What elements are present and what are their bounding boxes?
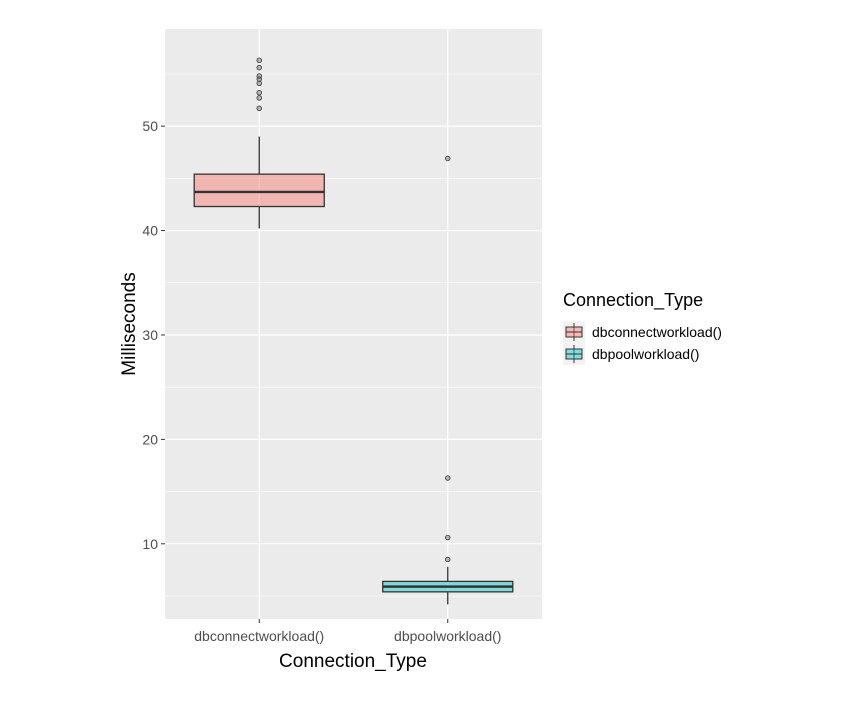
legend-label: dbpoolworkload() <box>592 346 699 362</box>
outlier-point <box>256 105 262 112</box>
outlier-point <box>256 95 262 101</box>
x-tick-label: dbpoolworkload() <box>394 628 501 644</box>
y-tick-label: 30 <box>142 327 158 343</box>
outlier-point <box>445 475 451 481</box>
legend-key-1: dbconnectworkload() <box>563 321 722 343</box>
box-2 <box>382 155 514 605</box>
outlier-point <box>445 534 451 541</box>
y-axis: 10 20 30 40 50 <box>142 118 165 552</box>
outlier-point <box>445 155 451 162</box>
grid-minor <box>165 73 542 597</box>
legend-title: Connection_Type <box>563 290 703 311</box>
y-tick-label: 10 <box>142 536 158 552</box>
outlier-point <box>256 73 262 79</box>
grid-major <box>165 29 542 619</box>
x-axis: dbconnectworkload() dbpoolworkload() <box>194 619 501 644</box>
box-group <box>193 57 514 605</box>
box-1 <box>193 57 325 229</box>
legend: Connection_Type dbconnectworkload() dbpoo… <box>563 290 722 365</box>
outlier-point <box>256 64 262 71</box>
y-tick-label: 20 <box>142 431 158 447</box>
outlier-point <box>256 57 262 64</box>
legend-key-2: dbpoolworkload() <box>563 343 699 365</box>
outlier-point <box>445 556 451 563</box>
outlier-point <box>256 89 262 96</box>
x-tick-label: dbconnectworkload() <box>194 628 324 644</box>
y-tick-label: 50 <box>142 118 158 134</box>
legend-keys: dbconnectworkload() dbpoolworkload() <box>563 321 722 365</box>
x-axis-label: Connection_Type <box>279 651 427 672</box>
y-axis-label: Milliseconds <box>119 272 140 375</box>
box-iqr <box>193 173 325 208</box>
y-tick-label: 40 <box>142 223 158 239</box>
legend-label: dbconnectworkload() <box>592 324 722 340</box>
plot-panel <box>165 29 542 619</box>
